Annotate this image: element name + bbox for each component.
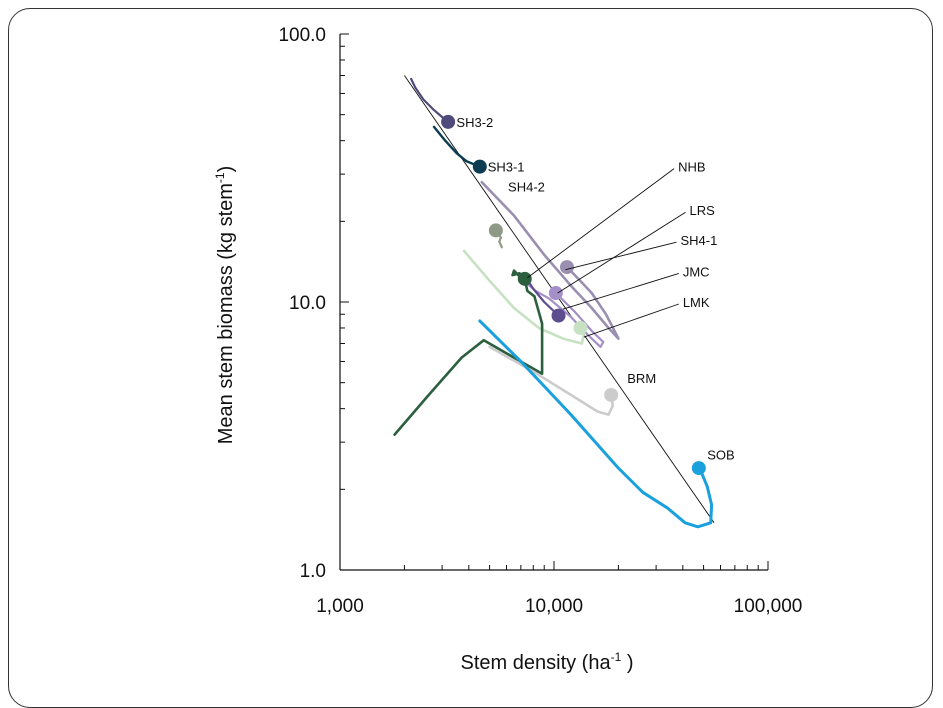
series-label-sh3-1: SH3-1 — [488, 160, 525, 175]
series-marker-lrs — [517, 271, 532, 286]
series-label-lrs: LRS — [690, 203, 716, 218]
series-line-lrs — [393, 269, 544, 436]
series-label-jmc: JMC — [683, 264, 710, 279]
series-marker-lmk — [573, 320, 588, 335]
series-label-lmk: LMK — [683, 295, 710, 310]
series-line-sh3-2 — [410, 77, 450, 123]
leader-line-sh4-1 — [565, 241, 677, 271]
y-axis-title: Mean stem biomass (kg stem-1) — [213, 166, 237, 445]
series-marker-jmc — [551, 308, 566, 323]
series-label-sh3-2: SH3-2 — [456, 115, 493, 130]
series-marker-sh4-2 — [488, 223, 503, 238]
tick-labels: 1,000 10,000 100,000 1.0 10.0 100.0 — [278, 25, 802, 617]
y-tick-label: 1.0 — [300, 561, 326, 582]
x-tick-label: 10,000 — [525, 596, 583, 617]
series-label-sob: SOB — [707, 447, 734, 462]
series-label-sh4-1: SH4-1 — [680, 233, 717, 248]
series-line-sh3-1 — [432, 125, 481, 168]
reference-line-group — [404, 75, 715, 524]
series-group — [393, 77, 714, 529]
series-line-brm — [488, 345, 614, 416]
series-marker-nhb — [559, 260, 574, 275]
series-line-lmk — [462, 249, 586, 345]
leader-line-lmk — [583, 303, 679, 338]
reference-line — [404, 75, 715, 524]
series-label-nhb: NHB — [678, 160, 705, 175]
chart-svg: SH3-2 SH3-1 SH4-2 NHB LRS SH4-1 JMC LMK BRM SOB 1… — [213, 25, 802, 674]
y-axis-title-text: Mean stem biomass (kg stem — [215, 183, 237, 444]
series-marker-sob — [691, 461, 706, 476]
x-axis-title: Stem density (ha-1 ) — [461, 650, 634, 674]
y-tick-label: 10.0 — [289, 293, 326, 314]
series-marker-brm — [604, 387, 619, 402]
series-line-sh4-1 — [522, 279, 605, 348]
leader-lines — [526, 168, 686, 338]
y-tick-label: 100.0 — [278, 25, 326, 46]
plot-axes — [339, 33, 769, 571]
series-labels: SH3-2 SH3-1 SH4-2 NHB LRS SH4-1 JMC LMK BRM SOB — [456, 115, 734, 463]
series-marker-sh4-1 — [548, 286, 563, 301]
x-axis-title-superscript: -1 — [611, 650, 622, 664]
x-tick-label: 1,000 — [316, 596, 364, 617]
x-axis-title-end: ) — [621, 652, 633, 674]
series-marker-sh3-1 — [472, 159, 487, 174]
series-label-brm: BRM — [627, 371, 656, 386]
y-axis-title-superscript: -1 — [213, 172, 227, 183]
series-marker-sh3-2 — [441, 114, 456, 129]
leader-line-lrs — [557, 211, 686, 294]
leader-line-nhb — [526, 168, 675, 279]
x-tick-label: 100,000 — [734, 596, 803, 617]
series-line-nhb — [480, 180, 620, 340]
series-label-sh4-2: SH4-2 — [508, 179, 545, 194]
y-axis-title-end: ) — [215, 166, 237, 173]
leader-line-jmc — [562, 273, 679, 310]
x-axis-title-text: Stem density (ha — [461, 652, 612, 674]
series-line-sob — [478, 319, 714, 529]
